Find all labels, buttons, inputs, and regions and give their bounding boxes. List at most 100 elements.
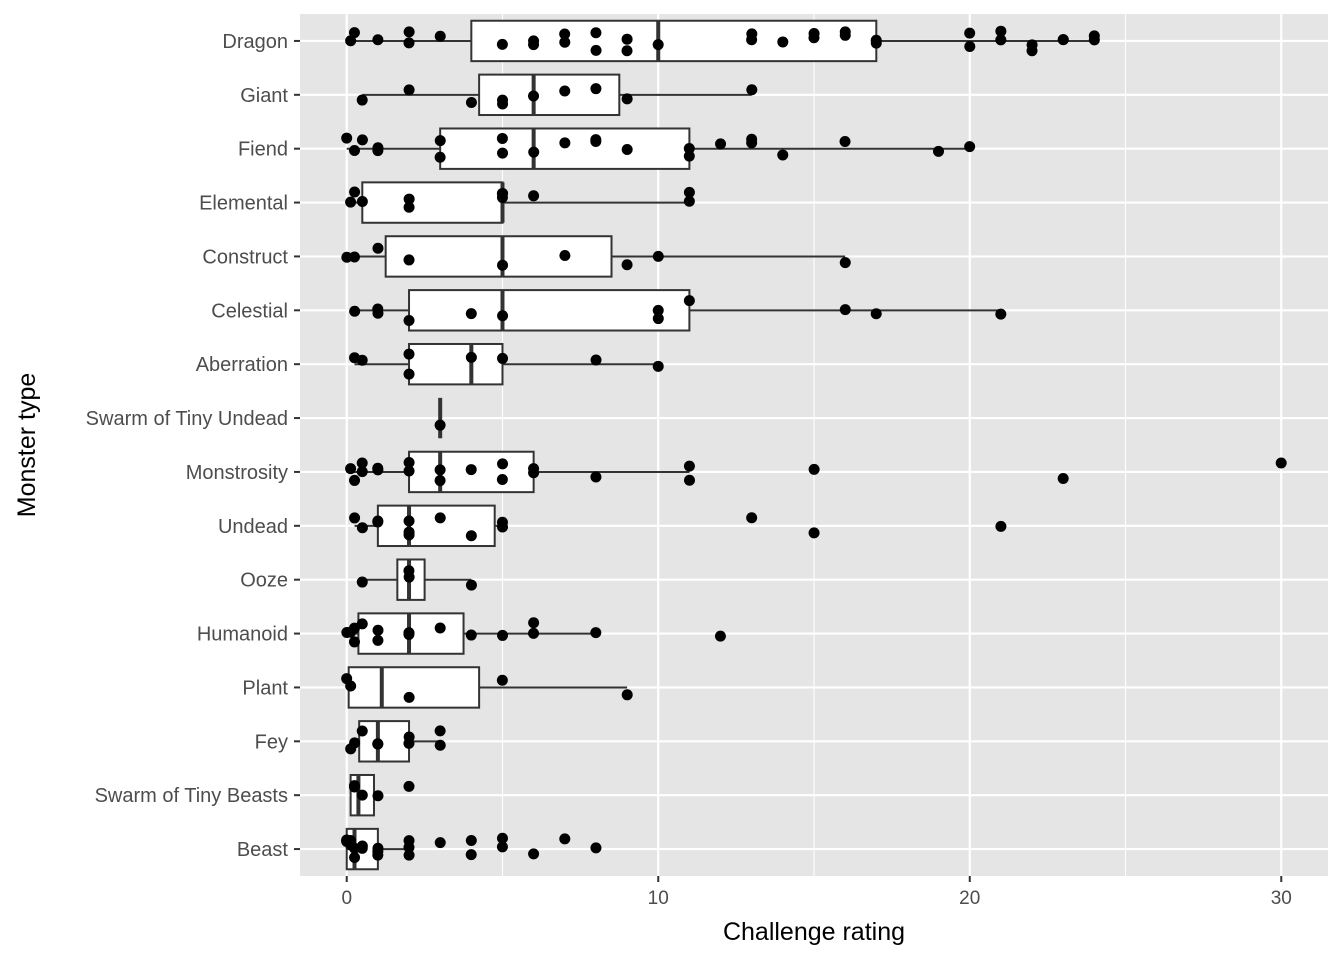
data-point [870, 37, 882, 49]
x-tick-label: 0 [341, 888, 352, 909]
data-point [995, 25, 1007, 37]
data-point [683, 143, 695, 155]
data-point [621, 33, 633, 45]
data-point [964, 141, 976, 153]
data-point [403, 314, 415, 326]
data-point [465, 579, 477, 591]
data-point [590, 44, 602, 56]
data-point [345, 196, 357, 208]
data-point [465, 351, 477, 363]
data-point [995, 520, 1007, 532]
data-point [497, 94, 509, 106]
data-point [559, 250, 571, 262]
data-point [808, 463, 820, 475]
data-point [496, 674, 508, 686]
data-point [528, 617, 540, 629]
box-iqr [384, 235, 613, 278]
data-point [348, 636, 360, 648]
box-iqr [358, 720, 411, 763]
box-iqr [347, 666, 481, 709]
y-tick-label: Giant [240, 85, 288, 107]
data-point [465, 308, 477, 320]
data-point [356, 354, 368, 366]
data-point [403, 849, 415, 861]
data-point [497, 147, 509, 159]
data-point [1026, 45, 1038, 57]
data-point [808, 527, 820, 539]
data-point [683, 460, 695, 472]
data-point [465, 849, 477, 861]
y-tick-label: Construct [202, 246, 288, 268]
data-point [434, 837, 446, 849]
y-tick-label: Fey [255, 731, 288, 753]
data-point [403, 348, 415, 360]
data-point [434, 135, 446, 147]
data-point [839, 135, 851, 147]
data-point [403, 691, 415, 703]
box-iqr [408, 289, 691, 332]
data-point [559, 36, 571, 48]
data-point [356, 466, 368, 478]
data-point [403, 465, 415, 477]
data-point [349, 851, 361, 863]
data-point [348, 251, 360, 263]
data-point [1088, 30, 1100, 42]
data-point [714, 630, 726, 642]
data-point [933, 145, 945, 157]
data-point [465, 629, 477, 641]
data-point [341, 132, 353, 144]
data-point [559, 85, 571, 97]
data-point [434, 151, 446, 163]
data-point [465, 530, 477, 542]
data-point [684, 474, 696, 486]
data-point [372, 516, 384, 528]
data-point [559, 137, 571, 149]
data-point [528, 90, 540, 102]
data-point [465, 97, 477, 109]
data-point [348, 27, 360, 39]
box-iqr [361, 181, 504, 224]
data-point [372, 634, 384, 646]
data-point [465, 464, 477, 476]
box-iqr [439, 127, 691, 170]
x-axis: 0 10 20 30 [341, 876, 1292, 909]
data-point [434, 739, 446, 751]
box-fiend [346, 127, 970, 170]
data-point [403, 368, 415, 380]
data-point [528, 146, 540, 158]
data-point [349, 145, 361, 157]
data-point [777, 36, 789, 48]
y-tick-label: Ooze [240, 570, 288, 592]
data-point [839, 29, 851, 41]
data-point [497, 352, 509, 364]
y-tick-label: Elemental [199, 193, 288, 215]
box-iqr [408, 342, 504, 386]
data-point [403, 515, 415, 527]
data-point [870, 308, 882, 320]
y-tick-label: Humanoid [197, 624, 288, 646]
data-point [559, 833, 571, 845]
data-point [528, 627, 540, 639]
data-point [1057, 472, 1069, 484]
data-point [348, 780, 360, 792]
data-point [356, 196, 368, 208]
data-point [621, 45, 633, 57]
box-iqr [376, 504, 496, 548]
data-point [349, 186, 361, 198]
data-point [434, 419, 446, 431]
data-point [372, 738, 384, 750]
data-point [590, 471, 602, 483]
y-tick-label: Aberration [196, 354, 288, 376]
data-point [496, 832, 508, 844]
y-tick-label: Monstrosity [186, 462, 288, 484]
data-point [356, 522, 368, 534]
data-point [683, 195, 695, 207]
data-point [746, 137, 758, 149]
data-point [1057, 34, 1069, 46]
data-point [497, 259, 509, 271]
data-point [590, 627, 602, 639]
data-point [372, 303, 384, 315]
y-tick-label: Swarm of Tiny Beasts [95, 785, 288, 807]
x-tick-label: 20 [959, 888, 980, 909]
